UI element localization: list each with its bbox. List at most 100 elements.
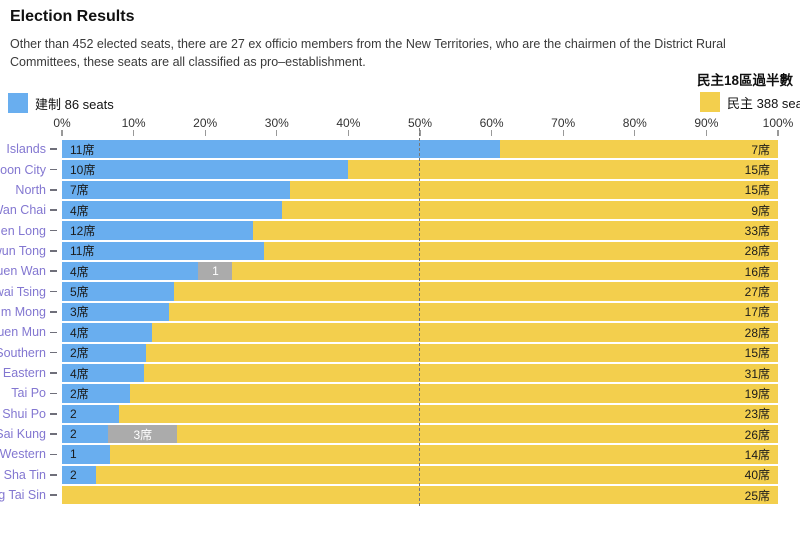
bar-row: Kowloon City 10席 15席 [0,160,800,179]
establishment-segment-value: 2 [70,427,77,442]
democrats-segment: 14席 [109,445,778,464]
axis-tick-mark [777,130,779,136]
stacked-bar: 11席 28席 [62,241,778,261]
axis-tick-label: 100% [762,116,794,130]
y-tick-mark [50,290,57,293]
establishment-legend-swatch [8,93,28,113]
stacked-bar: 11席 7席 [62,140,778,159]
axis-tick-label: 60% [479,116,504,130]
y-tick-mark [50,453,57,456]
nonpartisan-segment: 3席 [108,424,178,444]
district-label-cell: Tai Po [0,384,57,402]
establishment-segment: 2 [62,404,120,423]
democrats-segment-value: 15席 [744,346,770,361]
y-tick-mark [50,189,57,191]
district-label-cell: Yau Tsim Mong [0,303,57,321]
stacked-bar: 4席 31席 [62,363,778,383]
establishment-segment-value: 10席 [70,163,96,178]
bar-row: Tuen Mun 4席 28席 [0,323,800,342]
democrats-segment-value: 7席 [751,142,770,157]
democrats-legend-swatch [700,92,720,112]
district-label-cell: Central and Western [0,445,57,463]
establishment-segment: 2 [62,465,97,484]
legend-democrats: 民主 388 seats [700,92,800,112]
district-label-cell: Sha Tin [0,466,57,484]
establishment-segment-value: 5席 [70,285,89,300]
democrats-segment-value: 27席 [744,285,770,300]
establishment-segment-value: 2席 [70,346,89,361]
establishment-segment: 11席 [62,241,264,261]
y-tick-mark [50,473,57,476]
democrats-segment: 25席 [62,485,778,505]
democrats-segment: 31席 [143,363,778,383]
establishment-segment: 4席 [62,363,144,383]
bar-row: Tsuen Wan 4席 1 16席 [0,262,800,281]
axis-tick-mark [347,130,350,136]
district-label: Sai Kung [0,427,46,442]
democrats-segment-value: 17席 [744,305,770,320]
democrats-segment-value: 9席 [751,203,770,218]
stacked-bar: 10席 15席 [62,160,778,179]
y-tick-mark [50,433,57,435]
district-label: Kowloon City [0,162,46,177]
establishment-segment-value: 4席 [70,325,89,340]
district-label: Eastern [2,366,46,381]
democrats-segment: 16席 [232,262,778,281]
axis-tick-mark [562,130,564,136]
district-label-cell: Kwun Tong [0,242,57,260]
stacked-bar: 4席 9席 [62,201,778,220]
establishment-segment-value: 4席 [70,203,89,218]
y-tick-mark [50,392,57,395]
district-label: Sha Tin [3,467,46,482]
y-tick-mark [50,311,57,313]
nonpartisan-segment-value: 1 [212,264,219,279]
district-label: Islands [6,142,46,157]
establishment-segment: 2席 [62,343,147,362]
stacked-bar: 5席 27席 [62,282,778,301]
democrats-segment-value: 28席 [744,325,770,340]
democrats-segment: 33席 [252,221,778,240]
bar-row: Eastern 4席 31席 [0,363,800,383]
district-label: Tsuen Wan [0,264,46,279]
district-label: Yuen Long [0,223,46,238]
legend-establishment: 建制 86 seats [8,93,114,113]
axis-tick-label: 20% [193,116,218,130]
democrats-segment-value: 40席 [744,468,770,483]
axis-tick-mark [490,130,493,136]
y-tick-mark [50,148,57,150]
establishment-segment: 3席 [62,302,170,322]
democrats-segment-value: 15席 [744,163,770,178]
district-label: Wan Chai [0,203,46,218]
stacked-bar: 12席 33席 [62,221,778,240]
y-tick-mark [50,372,57,374]
district-label-cell: Kwai Tsing [0,282,57,300]
bar-rows: Islands11席7席Kowloon City10席15席North7席15席… [0,140,800,508]
district-label: Yau Tsim Mong [0,304,46,319]
axis-tick-mark [276,130,278,136]
democrats-segment-value: 15席 [744,183,770,198]
establishment-segment: 4席 [62,201,283,220]
nonpartisan-segment: 1 [198,262,233,281]
establishment-segment: 11席 [62,140,500,159]
bar-row: Southern 2席 15席 [0,343,800,362]
district-label-cell: Wan Chai [0,201,57,219]
district-label-cell: Eastern [0,364,57,382]
axis-tick-label: 90% [694,116,719,130]
democrats-segment: 15席 [146,343,778,362]
democrats-segment-value: 33席 [744,224,770,239]
y-tick-mark [50,168,57,171]
gridline-50pct [419,128,420,506]
bar-row: Central and Western 1 14席 [0,445,800,464]
establishment-segment-value: 4席 [70,264,89,279]
democrats-segment: 15席 [348,160,778,179]
establishment-segment: 1 [62,445,110,464]
district-label-cell: Islands [0,140,57,158]
establishment-segment-value: 2席 [70,386,89,401]
y-tick-mark [50,412,57,415]
stacked-bar: 2 40席 [62,465,778,484]
district-label-cell: Yuen Long [0,221,57,239]
district-label: Kwai Tsing [0,284,46,299]
y-tick-mark [50,351,57,354]
axis-tick-label: 40% [336,116,361,130]
